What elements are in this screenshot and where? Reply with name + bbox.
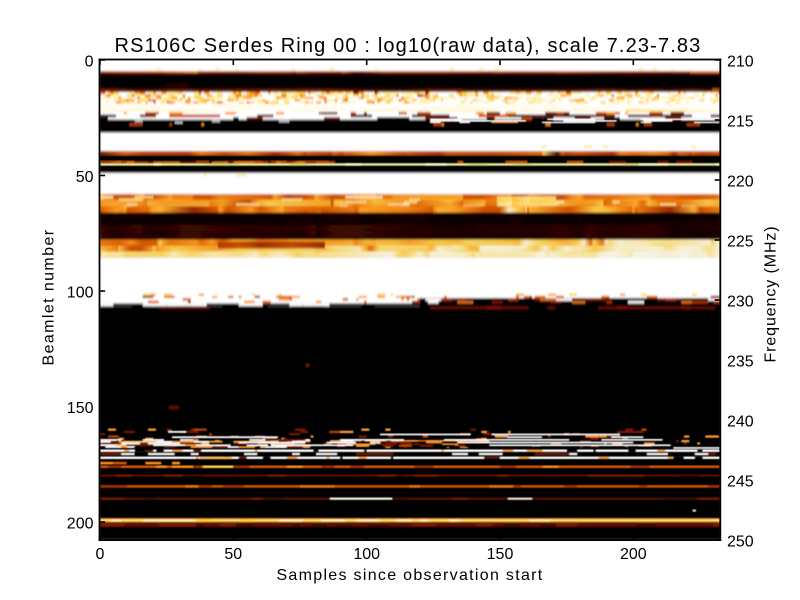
svg-text:210: 210 (727, 53, 754, 70)
svg-text:100: 100 (67, 284, 94, 301)
svg-text:50: 50 (224, 546, 242, 563)
svg-text:225: 225 (727, 233, 754, 250)
svg-text:150: 150 (67, 400, 94, 417)
svg-text:Frequency (MHz): Frequency (MHz) (763, 225, 780, 362)
svg-text:Beamlet number: Beamlet number (41, 229, 58, 366)
svg-text:100: 100 (353, 546, 380, 563)
svg-text:240: 240 (727, 413, 754, 430)
svg-text:50: 50 (76, 169, 94, 186)
svg-text:Samples since observation star: Samples since observation start (276, 567, 543, 584)
svg-text:230: 230 (727, 293, 754, 310)
svg-text:215: 215 (727, 113, 754, 130)
svg-text:200: 200 (67, 515, 94, 532)
svg-text:0: 0 (85, 53, 94, 70)
svg-text:200: 200 (620, 546, 647, 563)
svg-text:150: 150 (487, 546, 514, 563)
svg-text:245: 245 (727, 473, 754, 490)
svg-text:220: 220 (727, 173, 754, 190)
svg-text:RS106C Serdes Ring 00 : log10(: RS106C Serdes Ring 00 : log10(raw data),… (115, 35, 702, 57)
svg-text:235: 235 (727, 353, 754, 370)
svg-text:0: 0 (96, 546, 105, 563)
svg-text:250: 250 (727, 533, 754, 550)
